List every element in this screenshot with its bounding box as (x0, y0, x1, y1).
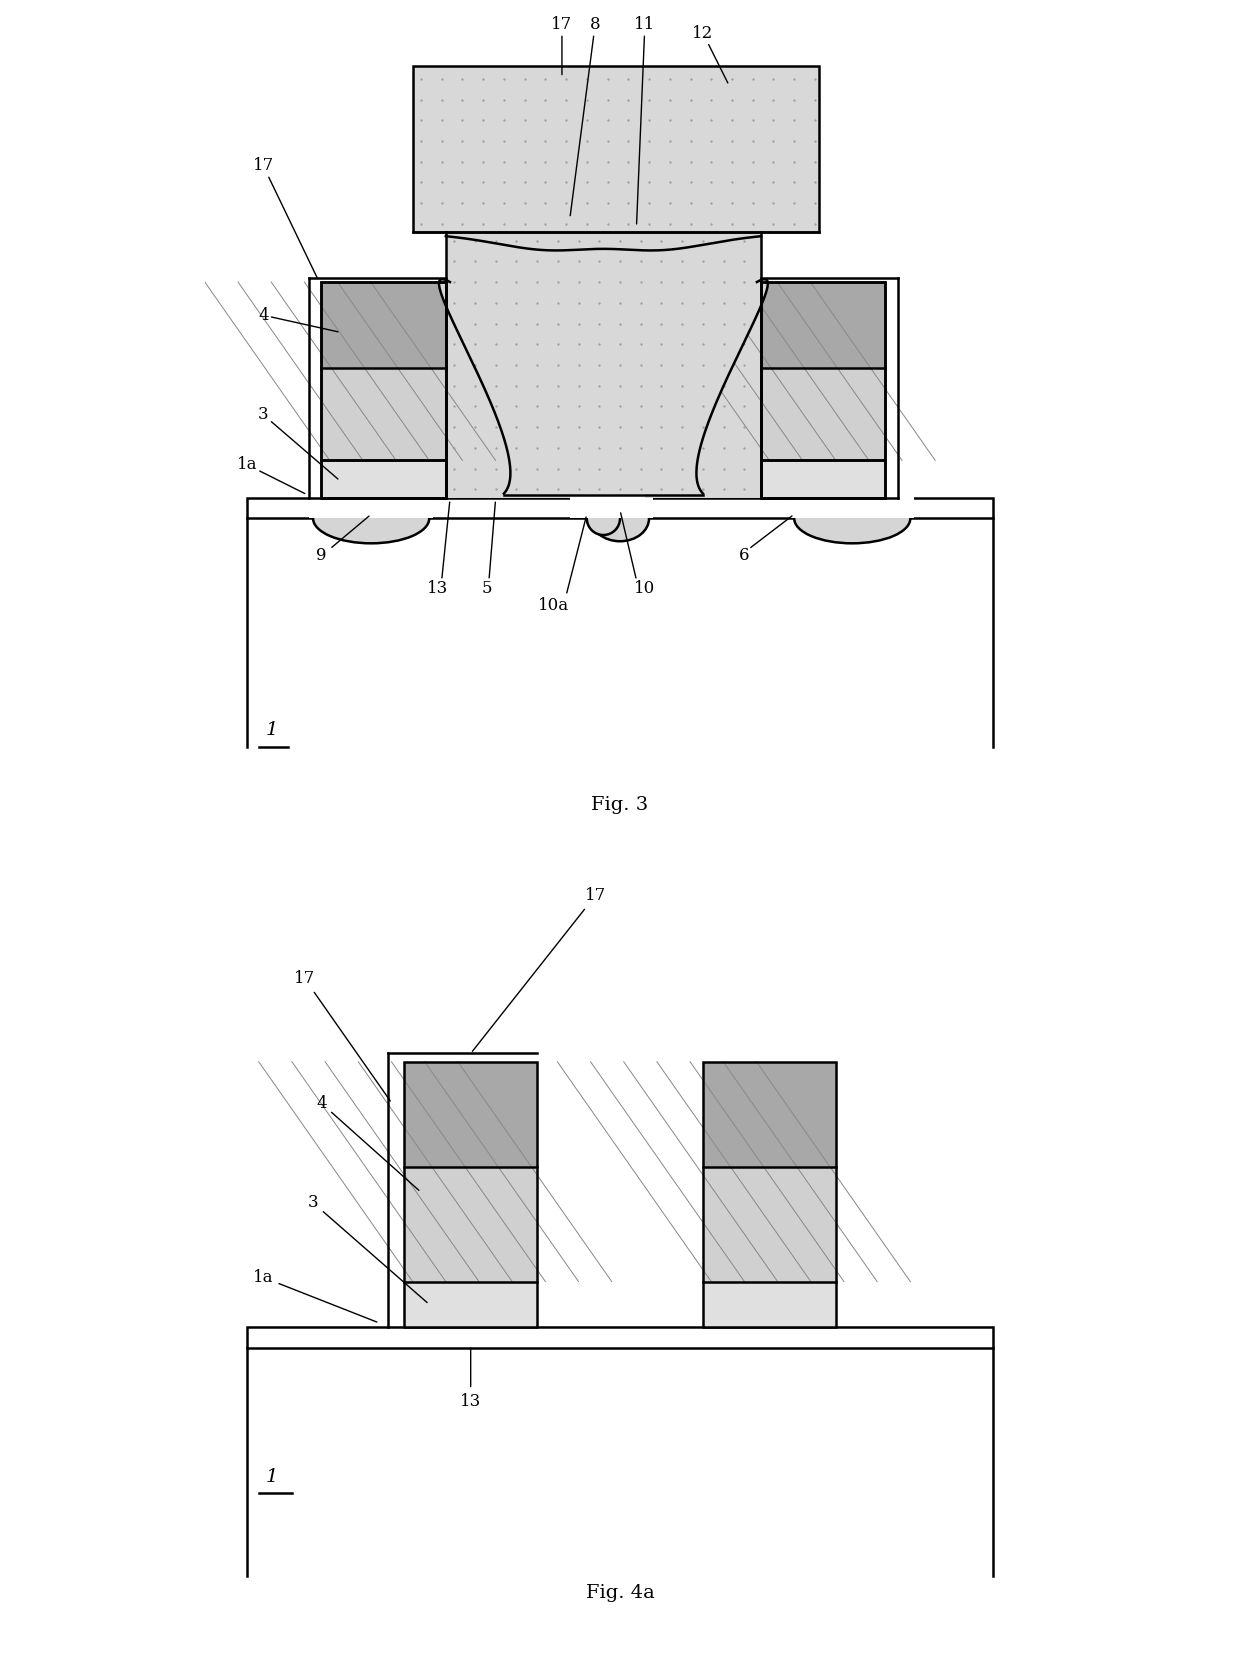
FancyBboxPatch shape (309, 484, 433, 518)
Text: Fig. 3: Fig. 3 (591, 796, 649, 813)
Text: 8: 8 (570, 17, 600, 216)
Text: 11: 11 (634, 17, 656, 224)
Text: 6: 6 (739, 547, 750, 564)
Text: 4: 4 (258, 307, 339, 332)
FancyBboxPatch shape (247, 498, 993, 518)
Text: Fig. 4a: Fig. 4a (585, 1584, 655, 1601)
FancyBboxPatch shape (404, 1168, 537, 1281)
FancyBboxPatch shape (790, 484, 914, 518)
FancyBboxPatch shape (703, 1281, 836, 1327)
Text: 1: 1 (265, 1468, 278, 1485)
Ellipse shape (312, 494, 429, 544)
Text: 3: 3 (258, 406, 339, 479)
FancyBboxPatch shape (404, 1062, 537, 1168)
FancyBboxPatch shape (321, 282, 446, 368)
Text: 4: 4 (316, 1095, 419, 1190)
FancyBboxPatch shape (761, 460, 885, 498)
FancyBboxPatch shape (761, 368, 885, 460)
Text: 9: 9 (316, 547, 326, 564)
FancyBboxPatch shape (321, 368, 446, 460)
FancyBboxPatch shape (703, 1062, 836, 1327)
FancyBboxPatch shape (587, 488, 653, 518)
FancyBboxPatch shape (247, 1327, 993, 1347)
Text: 10a: 10a (538, 597, 569, 614)
FancyBboxPatch shape (321, 460, 446, 498)
FancyBboxPatch shape (761, 282, 885, 368)
Polygon shape (439, 279, 768, 494)
FancyBboxPatch shape (413, 66, 820, 232)
Text: 12: 12 (692, 25, 728, 83)
Text: 5: 5 (482, 581, 492, 597)
Text: 1a: 1a (253, 1269, 377, 1322)
Text: 17: 17 (253, 158, 317, 279)
Text: 1: 1 (265, 722, 278, 738)
FancyBboxPatch shape (570, 494, 645, 518)
Text: 13: 13 (460, 1394, 481, 1410)
Text: 17: 17 (472, 888, 605, 1052)
FancyBboxPatch shape (703, 1168, 836, 1281)
Text: 17: 17 (294, 971, 391, 1102)
FancyBboxPatch shape (404, 1281, 537, 1327)
Ellipse shape (794, 494, 910, 544)
Text: 1a: 1a (237, 456, 305, 494)
FancyBboxPatch shape (703, 1062, 836, 1168)
Text: 3: 3 (308, 1194, 427, 1302)
Text: 17: 17 (552, 17, 573, 75)
FancyBboxPatch shape (446, 232, 761, 498)
Text: 13: 13 (427, 581, 448, 597)
Ellipse shape (587, 503, 620, 534)
Ellipse shape (591, 496, 649, 541)
Text: 10: 10 (634, 581, 656, 597)
